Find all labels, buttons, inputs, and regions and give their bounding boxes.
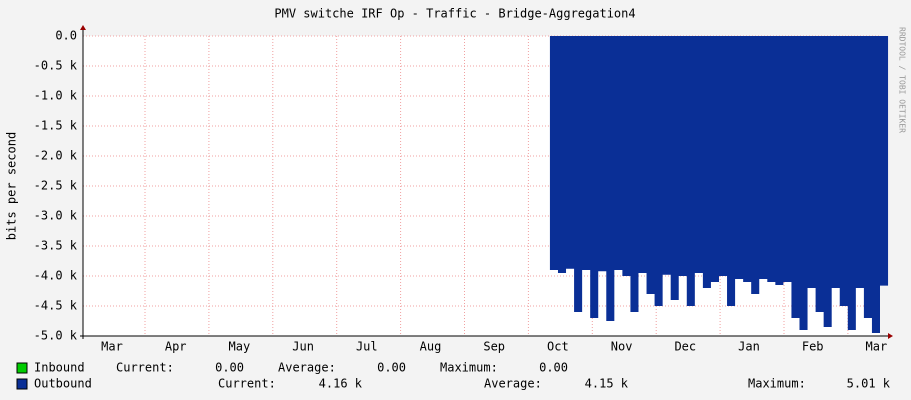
watermark: RRDTOOL / TOBI OETIKER <box>898 27 907 133</box>
y-tick-label: -3.0 k <box>34 209 78 223</box>
legend-stat-value: 5.01 k <box>847 377 891 391</box>
y-axis-arrow <box>80 25 86 30</box>
x-tick-label: Oct <box>547 340 569 354</box>
y-tick-label: -3.5 k <box>34 239 78 253</box>
x-tick-label: Apr <box>165 340 187 354</box>
y-axis-label: bits per second <box>5 132 19 240</box>
chart-title: PMV switche IRF Op - Traffic - Bridge-Ag… <box>274 7 635 21</box>
legend-stat-value: 4.16 k <box>319 377 363 391</box>
x-tick-label: Jan <box>738 340 760 354</box>
legend-stat-label: Current: <box>218 377 276 391</box>
legend-stat-value: 4.15 k <box>585 377 629 391</box>
x-tick-label: Dec <box>674 340 696 354</box>
x-tick-label: Jul <box>356 340 378 354</box>
x-tick-label: Sep <box>483 340 505 354</box>
legend-swatch <box>16 378 28 390</box>
y-tick-label: -2.5 k <box>34 179 78 193</box>
y-tick-label: -4.0 k <box>34 269 78 283</box>
x-axis-arrow <box>888 333 893 339</box>
x-tick-label: Aug <box>420 340 442 354</box>
legend-stat-value: 0.00 <box>377 361 406 375</box>
y-tick-label: 0.0 <box>55 29 77 43</box>
legend-stat-label: Maximum: <box>440 361 498 375</box>
y-tick-label: -5.0 k <box>34 329 78 343</box>
legend-name: Inbound <box>34 361 85 375</box>
y-tick-label: -0.5 k <box>34 59 78 73</box>
y-tick-label: -1.5 k <box>34 119 78 133</box>
x-tick-label: Nov <box>611 340 633 354</box>
legend-stat-label: Maximum: <box>748 377 806 391</box>
area <box>549 36 889 333</box>
x-tick-label: Feb <box>802 340 824 354</box>
legend-name: Outbound <box>34 377 92 391</box>
x-tick-label: Mar <box>866 340 888 354</box>
legend-swatch <box>16 362 28 374</box>
y-tick-label: -2.0 k <box>34 149 78 163</box>
legend-stat-label: Average: <box>484 377 542 391</box>
legend-stat-value: 0.00 <box>539 361 568 375</box>
legend-stat-label: Current: <box>116 361 174 375</box>
x-tick-label: Jun <box>292 340 314 354</box>
y-tick-label: -4.5 k <box>34 299 78 313</box>
legend-stat-label: Average: <box>278 361 336 375</box>
legend-stat-value: 0.00 <box>215 361 244 375</box>
x-tick-label: May <box>229 340 251 354</box>
x-tick-label: Mar <box>101 340 123 354</box>
y-tick-label: -1.0 k <box>34 89 78 103</box>
